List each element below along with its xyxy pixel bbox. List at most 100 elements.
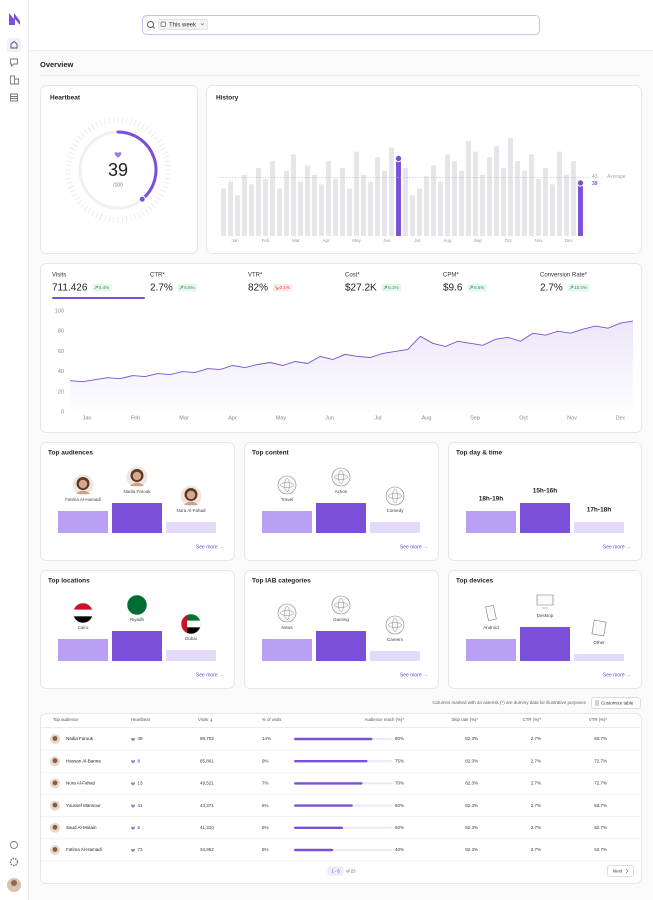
flag-stripe [181,627,201,634]
metric-value: 711.426 [52,283,88,294]
bar-label: Android [483,625,499,630]
gauge-tick [71,193,78,197]
x-tick-label: Jul [414,238,420,243]
gauge-tick [163,155,170,159]
symbol-line [280,610,294,616]
badge-value: 6.6% [184,285,194,290]
card-title: Top content [252,450,290,457]
history-bar [347,188,352,236]
nav-buildings[interactable] [10,75,19,85]
row-avatar-face [52,824,58,830]
gauge-tick [164,173,171,176]
metric-value: $27.2K [345,283,377,294]
history-bar [494,146,499,236]
reach-bar [294,737,373,741]
badge-value: 10.0% [574,285,587,290]
history-dot [394,154,403,163]
flag [127,595,147,615]
history-bar [501,168,506,236]
nav-home[interactable] [10,40,18,49]
see-more-link[interactable]: See more → [603,672,631,678]
gauge-tick [153,135,159,141]
flag-stripe [73,616,93,623]
y-tick-label: 0 [61,409,64,415]
device-icon [485,604,497,622]
metric-value: 2.7% [150,283,173,294]
row-ctr: 2.7% [531,825,541,830]
gauge-tick [103,215,107,222]
gauge-tick [83,129,89,135]
metric-selected [52,297,145,299]
x-tick-label: Oct [519,415,528,421]
logo[interactable] [9,13,20,25]
metric-label: CPM* [443,273,459,279]
date-chip[interactable] [158,19,208,30]
gauge-tick [147,129,153,135]
x-tick-label: May [276,415,287,421]
gauge-tick [164,177,171,180]
gauge-tick [137,212,141,219]
see-more-link[interactable]: See more → [400,544,428,550]
badge-value: 6.1% [388,285,398,290]
symbol-line [392,618,398,632]
row-visits: 65,861 [200,758,214,763]
trend-arrow [179,285,184,290]
y-tick-label: 40 [58,369,64,375]
badge-bg [177,284,198,292]
bar [166,650,216,661]
x-tick-label: Aug [443,238,452,243]
row-reach: 70% [395,781,404,786]
gauge-tick [133,214,137,220]
history-bar [270,161,275,236]
heart-icon [114,152,122,158]
gauge-tick [156,196,162,201]
flag-border [72,602,94,624]
see-more-link[interactable]: See more → [400,672,428,678]
gauge-tick [95,121,99,128]
row-avatar-face [52,802,58,808]
trend-badge [467,284,487,292]
row-vtr: 52.7% [594,847,607,852]
symbol-icon [385,615,405,635]
gauge-arc [116,130,158,201]
history-bar [326,161,331,236]
card-title: Heartbeat [50,95,81,102]
history-bar [354,151,359,236]
gauge-tick [91,210,95,217]
gauge-tick [162,185,168,189]
nav-settings[interactable] [9,857,19,867]
metric-label: Cost* [345,273,360,279]
row-skip: 82.3% [465,847,478,852]
next-button[interactable] [607,865,634,877]
user-avatar-face [11,880,17,886]
bar [574,654,624,661]
card-title: Top devices [456,578,493,585]
gauge-tick [150,202,156,208]
see-more-link[interactable]: See more → [196,544,224,550]
row-heartbeat: 49 [138,736,144,741]
gauge-tick [68,151,74,155]
bar-label: Gaming [333,617,349,622]
gauge-tick [133,120,137,126]
gauge-max: /100 [113,182,123,188]
customize-button[interactable] [591,697,641,709]
history-bar [403,168,408,236]
avatar-body [184,501,198,505]
x-tick-label: Nov [567,415,577,421]
see-more-link[interactable]: See more → [603,544,631,550]
see-more-link[interactable]: See more → [196,672,224,678]
nav-media[interactable] [10,93,18,102]
symbol-line [334,602,348,608]
search-icon [147,21,154,28]
bar [370,651,420,661]
column-header: VTR (%)* [589,717,607,722]
row-skip: 82.3% [465,781,478,786]
card-title: Top IAB categories [252,578,311,585]
metric-value: 2.7% [540,283,563,294]
search-box[interactable] [142,15,540,35]
nav-messages[interactable] [10,58,18,68]
reach-bar [294,804,353,807]
y-tick-label: 20 [58,389,64,395]
nav-account[interactable] [10,841,18,849]
